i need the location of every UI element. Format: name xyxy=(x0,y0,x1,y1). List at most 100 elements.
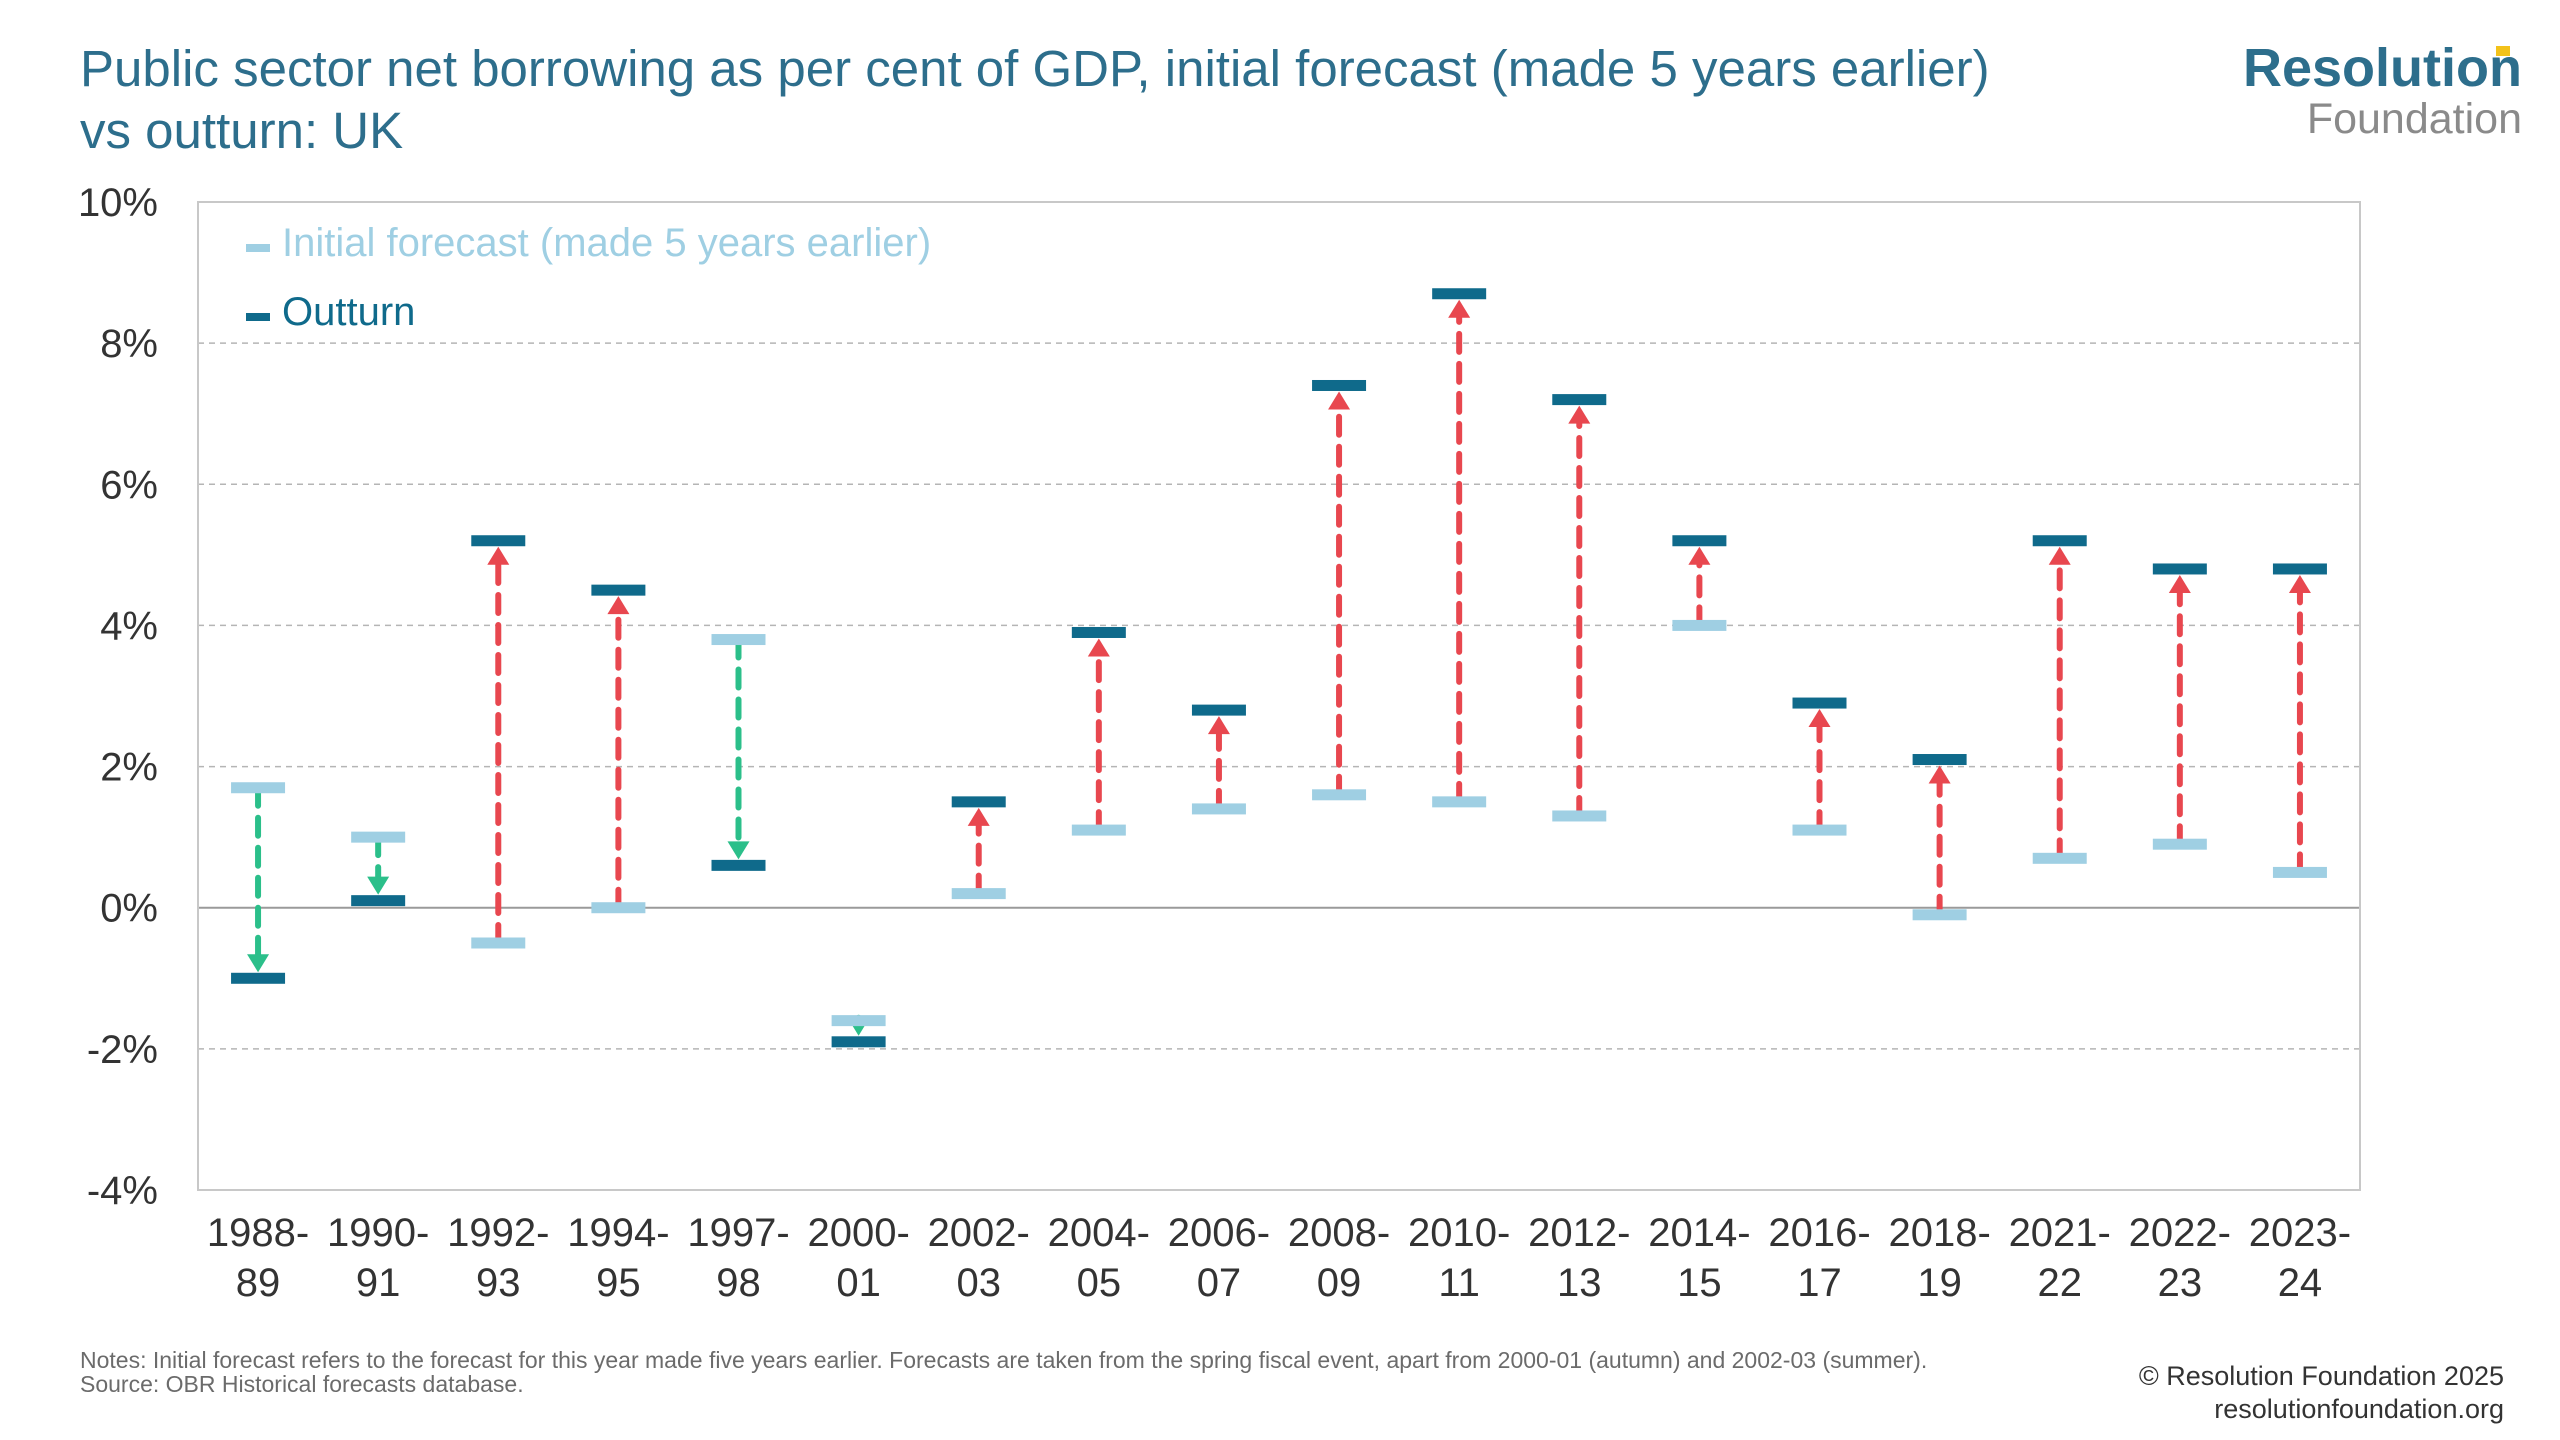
chart-title-line2: vs outturn: UK xyxy=(80,102,404,159)
forecast-mark xyxy=(1672,619,1727,631)
website-link[interactable]: resolutionfoundation.org xyxy=(2214,1394,2504,1424)
change-arrowhead xyxy=(1808,709,1831,728)
legend-forecast-swatch xyxy=(246,244,270,252)
x-tick-label: 1990- 91 xyxy=(327,1211,429,1305)
y-tick-label: -4% xyxy=(87,1169,158,1213)
outturn-mark xyxy=(831,1036,886,1048)
x-axis-tick-labels: 1988- 89 1990- 91 1992- 93 1994- 95 1997- 98 2000-… xyxy=(207,1211,2351,1305)
notes-text: Notes: Initial forecast refers to the fo… xyxy=(80,1347,1928,1373)
x-tick-label-line1: 2018- xyxy=(1888,1211,1990,1255)
x-tick-label-line1: 2010- xyxy=(1408,1211,1510,1255)
x-tick-label-line2: 19 xyxy=(1917,1261,1962,1305)
outturn-mark xyxy=(2032,535,2087,547)
y-tick-label: 10% xyxy=(78,181,158,225)
x-tick-label: 2004- 05 xyxy=(1048,1211,1150,1305)
x-tick-label: 2016- 17 xyxy=(1768,1211,1870,1305)
forecast-mark xyxy=(231,782,286,794)
x-tick-label-line2: 95 xyxy=(596,1261,641,1305)
change-arrows xyxy=(247,299,2311,1036)
forecast-mark xyxy=(831,1015,886,1027)
outturn-mark xyxy=(1312,379,1367,391)
change-arrowhead xyxy=(1928,765,1951,784)
x-tick-label: 2012- 13 xyxy=(1528,1211,1630,1305)
change-arrowhead xyxy=(2168,574,2191,593)
outturn-series xyxy=(231,288,2327,1048)
outturn-mark xyxy=(471,535,526,547)
x-tick-label-line2: 22 xyxy=(2037,1261,2082,1305)
x-tick-label-line1: 2002- xyxy=(928,1211,1030,1255)
forecast-mark xyxy=(951,888,1006,900)
change-arrowhead xyxy=(1207,716,1230,735)
x-tick-label-line1: 1997- xyxy=(687,1211,789,1255)
chart-notes: Notes: Initial forecast refers to the fo… xyxy=(80,1348,2130,1396)
source-text: Source: OBR Historical forecasts databas… xyxy=(80,1371,524,1397)
outturn-mark xyxy=(1552,394,1607,406)
x-tick-label-line1: 2000- xyxy=(807,1211,909,1255)
x-tick-label: 1994- 95 xyxy=(567,1211,669,1305)
change-arrowhead xyxy=(367,876,390,895)
x-tick-label-line1: 2008- xyxy=(1288,1211,1390,1255)
outturn-mark xyxy=(1432,288,1487,300)
outturn-mark xyxy=(1672,535,1727,547)
forecast-mark xyxy=(711,634,766,646)
forecast-mark xyxy=(591,902,646,914)
copyright-text: © Resolution Foundation 2025 xyxy=(2138,1361,2504,1391)
outturn-mark xyxy=(711,859,766,871)
outturn-mark xyxy=(591,584,646,596)
x-tick-label-line2: 07 xyxy=(1197,1261,1242,1305)
forecast-mark xyxy=(2152,838,2207,850)
chart-title: Public sector net borrowing as per cent … xyxy=(80,38,2130,162)
logo-name-bottom: Foundation xyxy=(2306,95,2522,143)
forecast-mark xyxy=(1792,824,1847,836)
legend: Initial forecast (made 5 years earlier) O… xyxy=(246,221,931,334)
x-tick-label: 2021- 22 xyxy=(2009,1211,2111,1305)
outturn-mark xyxy=(2152,563,2207,575)
forecast-mark xyxy=(471,937,526,949)
change-arrowhead xyxy=(2288,574,2311,593)
forecast-mark xyxy=(2032,852,2087,864)
forecast-series xyxy=(231,619,2327,1027)
forecast-mark xyxy=(351,831,406,843)
logo-name-top: Resolution xyxy=(2243,38,2522,98)
outturn-mark xyxy=(1071,626,1126,638)
logo-accent-mark xyxy=(2496,46,2510,56)
x-tick-label-line1: 1988- xyxy=(207,1211,309,1255)
change-arrowhead xyxy=(1568,405,1591,424)
x-tick-label: 1988- 89 xyxy=(207,1211,309,1305)
change-arrowhead xyxy=(487,546,510,565)
legend-outturn-swatch xyxy=(246,313,270,321)
x-tick-label-line1: 2021- xyxy=(2009,1211,2111,1255)
forecast-mark xyxy=(1312,789,1367,801)
change-arrowhead xyxy=(1087,638,1110,657)
x-tick-label-line2: 15 xyxy=(1677,1261,1722,1305)
x-tick-label-line2: 93 xyxy=(476,1261,521,1305)
x-tick-label-line1: 2022- xyxy=(2129,1211,2231,1255)
x-tick-label-line2: 24 xyxy=(2278,1261,2323,1305)
forecast-mark xyxy=(2272,866,2327,878)
x-tick-label: 2018- 19 xyxy=(1888,1211,1990,1305)
x-tick-label: 2002- 03 xyxy=(928,1211,1030,1305)
resolution-foundation-logo: Resolution Foundation xyxy=(2243,40,2522,142)
change-arrowhead xyxy=(727,841,750,860)
x-tick-label-line2: 89 xyxy=(236,1261,281,1305)
outturn-mark xyxy=(351,895,406,907)
x-tick-label-line1: 2006- xyxy=(1168,1211,1270,1255)
outturn-mark xyxy=(1792,697,1847,709)
forecast-mark xyxy=(1912,909,1967,921)
x-tick-label-line1: 1992- xyxy=(447,1211,549,1255)
x-tick-label-line2: 91 xyxy=(356,1261,401,1305)
change-arrowhead xyxy=(2048,546,2071,565)
x-tick-label: 2022- 23 xyxy=(2129,1211,2231,1305)
x-tick-label: 2023- 24 xyxy=(2249,1211,2351,1305)
forecast-mark xyxy=(1552,810,1607,822)
y-tick-label: 6% xyxy=(100,463,158,507)
x-tick-label-line2: 98 xyxy=(716,1261,761,1305)
x-tick-label-line2: 05 xyxy=(1077,1261,1122,1305)
y-tick-label: 2% xyxy=(100,746,158,790)
legend-outturn-label: Outturn xyxy=(282,290,415,334)
outturn-mark xyxy=(231,972,286,984)
forecast-mark xyxy=(1071,824,1126,836)
x-tick-label-line1: 2014- xyxy=(1648,1211,1750,1255)
change-arrowhead xyxy=(247,954,270,973)
